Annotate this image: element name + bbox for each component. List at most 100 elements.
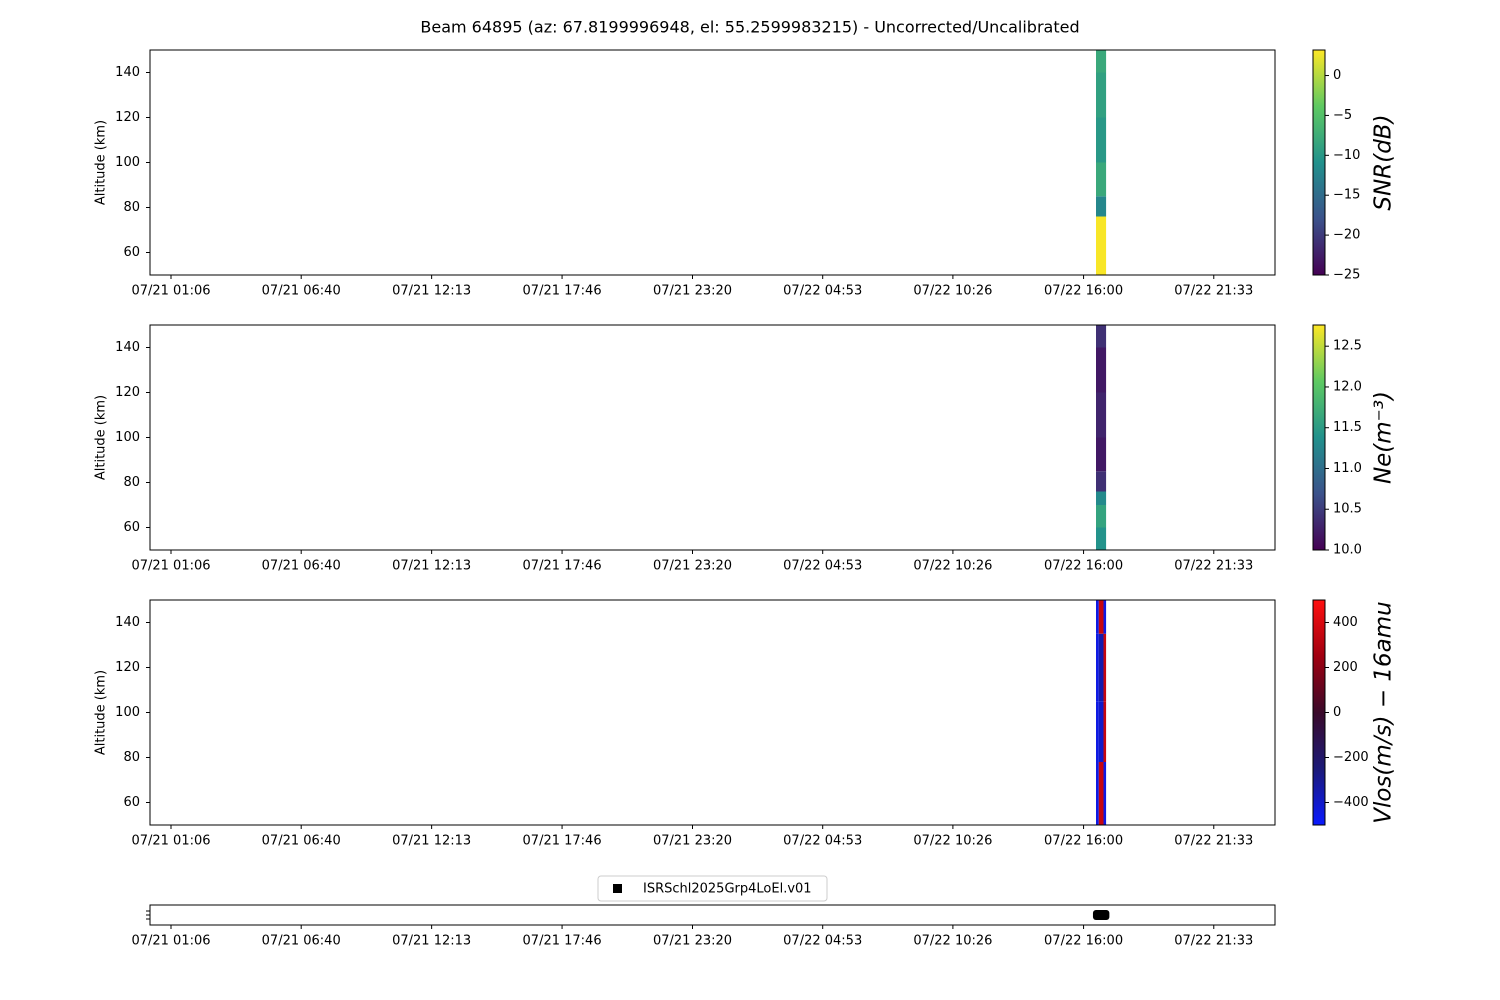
x-tick-label: 07/21 01:06 bbox=[131, 559, 210, 574]
colorbar-tick-label: 12.0 bbox=[1333, 379, 1362, 394]
y-tick-label: 140 bbox=[115, 340, 140, 355]
colorbar-tick-label: −5 bbox=[1333, 108, 1352, 123]
x-tick-label: 07/21 23:20 bbox=[653, 559, 732, 574]
legend-marker bbox=[613, 884, 622, 893]
x-tick-label: 07/22 16:00 bbox=[1044, 284, 1123, 299]
heatmap-cell bbox=[1096, 50, 1107, 73]
heatmap-cell bbox=[1096, 491, 1107, 505]
y-tick-label: 140 bbox=[115, 615, 140, 630]
y-tick-label: 60 bbox=[123, 795, 140, 810]
x-tick-label: 07/22 21:33 bbox=[1174, 559, 1253, 574]
x-tick-label: 07/22 10:26 bbox=[913, 834, 992, 849]
colorbar-tick-label: 10.0 bbox=[1333, 543, 1362, 558]
heatmap-cell bbox=[1096, 347, 1107, 393]
x-tick-label: 07/22 10:26 bbox=[913, 284, 992, 299]
colorbar-tick-label: −15 bbox=[1333, 188, 1360, 203]
colorbar-label: Vlos(m/s) − 16amu bbox=[1371, 601, 1397, 824]
y-axis-label: Altitude (km) bbox=[94, 120, 109, 205]
x-tick-label: 07/22 16:00 bbox=[1044, 559, 1123, 574]
x-tick-label: 07/21 23:20 bbox=[653, 934, 732, 949]
heatmap-cell bbox=[1096, 505, 1107, 528]
colorbar-tick-label: 200 bbox=[1333, 660, 1358, 675]
y-tick-label: 60 bbox=[123, 245, 140, 260]
x-tick-label: 07/22 04:53 bbox=[783, 559, 862, 574]
x-tick-label: 07/21 06:40 bbox=[262, 284, 341, 299]
heatmap-cell bbox=[1096, 325, 1107, 348]
y-tick-label: 120 bbox=[115, 110, 140, 125]
y-tick-label: 60 bbox=[123, 520, 140, 535]
legend-label: ISRSchl2025Grp4LoEl.v01 bbox=[643, 882, 812, 897]
heatmap-cell bbox=[1096, 600, 1099, 634]
heatmap-cell bbox=[1103, 600, 1107, 634]
y-tick-label: 140 bbox=[115, 65, 140, 80]
figure-title: Beam 64895 (az: 67.8199996948, el: 55.25… bbox=[420, 18, 1079, 37]
heatmap-cell bbox=[1096, 527, 1107, 550]
heatmap-cell bbox=[1098, 600, 1104, 634]
y-axis-label: Altitude (km) bbox=[94, 395, 109, 480]
heatmap-cell bbox=[1096, 437, 1107, 472]
colorbar-label: Ne(m⁻³) bbox=[1371, 391, 1397, 484]
x-tick-label: 07/21 01:06 bbox=[131, 284, 210, 299]
x-tick-label: 07/22 04:53 bbox=[783, 284, 862, 299]
colorbar bbox=[1312, 599, 1326, 826]
x-tick-label: 07/22 10:26 bbox=[913, 934, 992, 949]
heatmap-cell bbox=[1096, 216, 1107, 230]
x-tick-label: 07/22 16:00 bbox=[1044, 934, 1123, 949]
x-tick-label: 07/21 12:13 bbox=[392, 559, 471, 574]
heatmap-cell bbox=[1096, 701, 1099, 762]
x-tick-label: 07/22 21:33 bbox=[1174, 934, 1253, 949]
x-tick-label: 07/21 01:06 bbox=[131, 834, 210, 849]
colorbar-tick-label: −25 bbox=[1333, 268, 1360, 283]
y-tick-label: 80 bbox=[123, 200, 140, 215]
x-tick-label: 07/21 23:20 bbox=[653, 834, 732, 849]
heatmap-cell bbox=[1103, 762, 1107, 825]
x-tick-label: 07/22 21:33 bbox=[1174, 284, 1253, 299]
y-tick-label: 120 bbox=[115, 385, 140, 400]
heatmap-cell bbox=[1096, 471, 1107, 492]
heatmap-cell bbox=[1096, 162, 1107, 197]
colorbar-tick-label: 10.5 bbox=[1333, 502, 1362, 517]
x-tick-label: 07/21 17:46 bbox=[523, 934, 602, 949]
colorbar-tick-label: 0 bbox=[1333, 705, 1341, 720]
heatmap-cell bbox=[1103, 633, 1107, 702]
colorbar bbox=[1312, 324, 1326, 551]
x-tick-label: 07/21 17:46 bbox=[523, 284, 602, 299]
x-tick-label: 07/21 12:13 bbox=[392, 934, 471, 949]
y-tick-label: 100 bbox=[115, 155, 140, 170]
colorbar-tick-label: −10 bbox=[1333, 148, 1360, 163]
colorbar-tick-label: −20 bbox=[1333, 228, 1360, 243]
x-tick-label: 07/21 06:40 bbox=[262, 559, 341, 574]
x-tick-label: 07/21 12:13 bbox=[392, 284, 471, 299]
heatmap-cell bbox=[1096, 72, 1107, 118]
colorbar bbox=[1312, 49, 1326, 276]
y-tick-label: 80 bbox=[123, 475, 140, 490]
colorbar-tick-label: 11.5 bbox=[1333, 420, 1362, 435]
x-tick-label: 07/22 21:33 bbox=[1174, 834, 1253, 849]
y-axis-label: Altitude (km) bbox=[94, 670, 109, 755]
heatmap-cell bbox=[1096, 633, 1099, 702]
heatmap-cell bbox=[1096, 392, 1107, 438]
x-tick-label: 07/21 17:46 bbox=[523, 834, 602, 849]
x-tick-label: 07/21 17:46 bbox=[523, 559, 602, 574]
colorbar-tick-label: 11.0 bbox=[1333, 461, 1362, 476]
colorbar-tick-label: −400 bbox=[1333, 795, 1369, 810]
colorbar-tick-label: −200 bbox=[1333, 750, 1369, 765]
x-tick-label: 07/21 12:13 bbox=[392, 834, 471, 849]
heatmap-cell bbox=[1096, 230, 1107, 253]
heatmap-cell bbox=[1103, 701, 1107, 762]
heatmap-cell bbox=[1096, 762, 1099, 825]
timeline-marker bbox=[1092, 910, 1110, 920]
colorbar-tick-label: 400 bbox=[1333, 615, 1358, 630]
heatmap-cell bbox=[1098, 633, 1104, 702]
y-tick-label: 120 bbox=[115, 660, 140, 675]
colorbar-tick-label: 0 bbox=[1333, 68, 1341, 83]
x-tick-label: 07/22 10:26 bbox=[913, 559, 992, 574]
y-tick-label: 100 bbox=[115, 430, 140, 445]
x-tick-label: 07/22 04:53 bbox=[783, 934, 862, 949]
x-tick-label: 07/21 01:06 bbox=[131, 934, 210, 949]
x-tick-label: 07/22 16:00 bbox=[1044, 834, 1123, 849]
colorbar-label: SNR(dB) bbox=[1371, 114, 1397, 210]
heatmap-cell bbox=[1098, 701, 1104, 762]
